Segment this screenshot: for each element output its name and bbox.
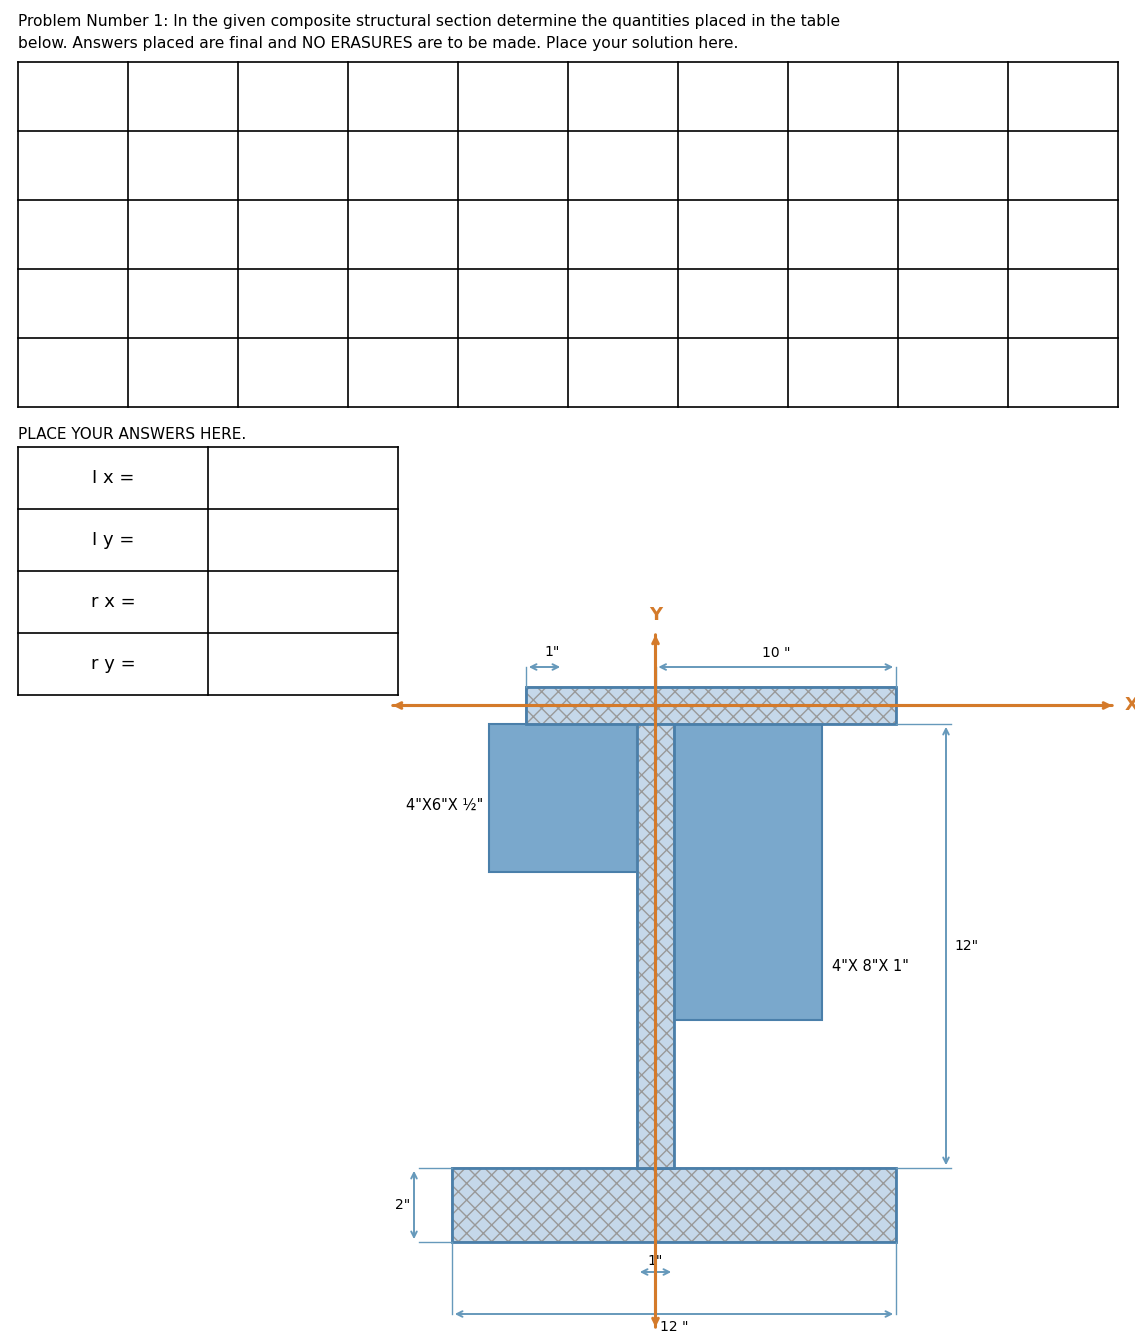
Text: below. Answers placed are final and NO ERASURES are to be made. Place your solut: below. Answers placed are final and NO E… [18,36,739,51]
Bar [674,723,822,1020]
Text: Y: Y [649,607,662,624]
Bar [452,1168,896,1241]
Bar [637,723,674,1168]
Text: X: X [1125,696,1135,714]
Text: 1": 1" [648,1253,663,1268]
Text: r y =: r y = [91,655,135,672]
Text: I y =: I y = [92,531,134,549]
Text: 12 ": 12 " [659,1321,688,1334]
Bar [489,723,637,872]
Text: 2": 2" [395,1198,410,1212]
Bar [637,723,674,1168]
Text: I x =: I x = [92,468,134,487]
Bar [526,687,896,723]
Text: 10 ": 10 " [762,646,790,660]
Bar [452,1168,896,1241]
Text: 12": 12" [955,939,978,953]
Text: 4"X6"X ½": 4"X6"X ½" [405,798,484,813]
Text: 4"X 8"X 1": 4"X 8"X 1" [832,960,909,974]
Bar [526,687,896,723]
Text: PLACE YOUR ANSWERS HERE.: PLACE YOUR ANSWERS HERE. [18,427,246,442]
Text: Problem Number 1: In the given composite structural section determine the quanti: Problem Number 1: In the given composite… [18,13,840,30]
Text: 1": 1" [544,646,560,659]
Text: r x =: r x = [91,593,135,611]
